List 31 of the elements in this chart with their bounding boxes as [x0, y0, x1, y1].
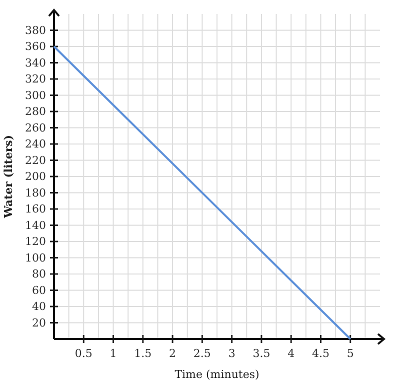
- y-tick-label: 80: [32, 268, 46, 281]
- x-tick-label: 0.5: [74, 346, 92, 360]
- y-tick-label: 280: [25, 105, 46, 118]
- y-tick-label: 180: [25, 186, 46, 200]
- y-tick-label: 60: [32, 284, 46, 297]
- y-tick-label: 220: [25, 154, 46, 167]
- y-tick-label: 360: [25, 40, 46, 54]
- x-tick-label: 4: [288, 346, 295, 360]
- y-tick-label: 380: [25, 24, 46, 37]
- y-tick-label: 300: [25, 88, 46, 102]
- x-tick-label: 2: [169, 346, 176, 360]
- y-tick-label: 100: [25, 251, 46, 264]
- y-tick-label: 20: [32, 316, 46, 330]
- x-tick-label: 1: [110, 346, 117, 360]
- y-tick-label: 260: [25, 121, 46, 134]
- x-tick-label: 2.5: [193, 346, 211, 360]
- y-tick-label: 40: [32, 300, 46, 314]
- x-tick-label: 1.5: [134, 346, 152, 360]
- y-tick-label: 160: [25, 202, 46, 216]
- y-tick-label: 120: [25, 235, 46, 248]
- y-tick-label: 240: [25, 138, 46, 151]
- x-tick-label: 3: [228, 346, 236, 360]
- x-axis-title: Time (minutes): [174, 368, 260, 381]
- y-tick-label: 320: [25, 72, 46, 86]
- x-tick-label: 5: [346, 346, 354, 360]
- y-tick-label: 340: [25, 56, 46, 70]
- y-tick-label: 200: [25, 170, 46, 184]
- x-tick-label: 4.5: [312, 346, 330, 360]
- y-axis-title: Water (liters): [2, 134, 15, 220]
- x-tick-label: 3.5: [252, 346, 270, 360]
- y-tick-label: 140: [25, 218, 46, 232]
